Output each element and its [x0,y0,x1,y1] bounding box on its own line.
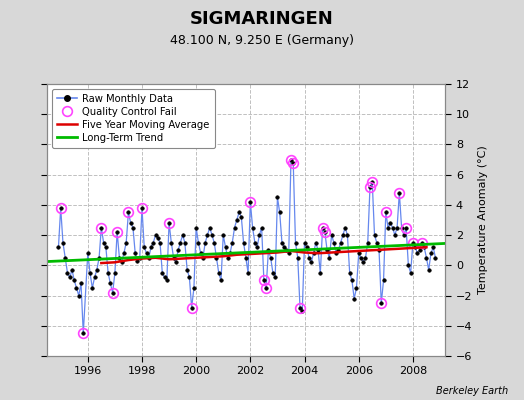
Text: SIGMARINGEN: SIGMARINGEN [190,10,334,28]
Y-axis label: Temperature Anomaly (°C): Temperature Anomaly (°C) [478,146,488,294]
Legend: Raw Monthly Data, Quality Control Fail, Five Year Moving Average, Long-Term Tren: Raw Monthly Data, Quality Control Fail, … [52,89,214,148]
Text: Berkeley Earth: Berkeley Earth [436,386,508,396]
Text: 48.100 N, 9.250 E (Germany): 48.100 N, 9.250 E (Germany) [170,34,354,47]
